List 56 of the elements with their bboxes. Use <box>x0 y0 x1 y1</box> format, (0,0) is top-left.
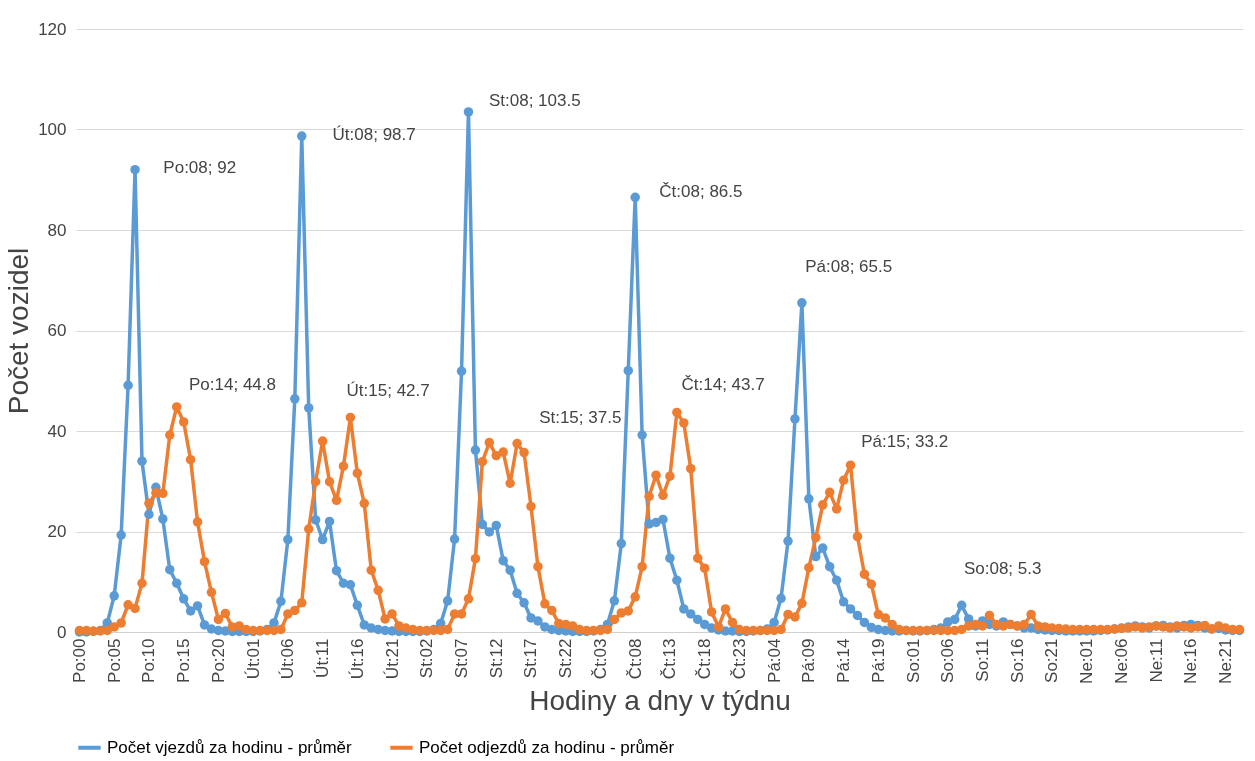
x-tick-label: Čt:18 <box>695 638 715 680</box>
x-tick-label: So:16 <box>1007 638 1027 683</box>
annotation: Pá:15; 33.2 <box>861 432 949 452</box>
x-tick-label: Ne:21 <box>1216 638 1236 684</box>
x-tick-label: Út:21 <box>382 638 402 680</box>
x-tick-label: So:21 <box>1042 638 1062 683</box>
annotation: Po:08; 92 <box>163 157 237 177</box>
x-tick-label: St:07 <box>452 638 472 679</box>
annotation: Čt:08; 86.5 <box>659 181 743 201</box>
x-tick-label: Ne:06 <box>1111 638 1131 684</box>
x-tick-label: Út:11 <box>313 638 333 678</box>
x-tick-label: Ne:01 <box>1077 638 1097 684</box>
x-tick-label: Po:20 <box>208 638 228 683</box>
y-tick-label: 80 <box>47 220 67 240</box>
x-tick-label: St:12 <box>486 638 506 679</box>
x-tick-label: Út:01 <box>243 638 263 680</box>
x-tick-label: Čt:03 <box>590 638 610 680</box>
annotation: Pá:08; 65.5 <box>805 257 893 277</box>
y-tick-label: 0 <box>57 622 67 642</box>
x-tick-label: So:11 <box>973 638 993 682</box>
legend-label: Počet odjezdů za hodinu - průměr <box>419 737 675 757</box>
x-axis-title: Hodiny a dny v týdnu <box>529 684 791 716</box>
y-tick-label: 100 <box>38 120 67 139</box>
x-tick-label: St:02 <box>417 638 437 679</box>
x-tick-label: So:01 <box>903 638 923 683</box>
x-tick-label: Út:06 <box>278 638 298 680</box>
x-tick-label: Ne:16 <box>1181 638 1201 684</box>
x-tick-label: Pá:09 <box>799 638 819 683</box>
x-tick-label: Čt:23 <box>729 638 749 680</box>
x-tick-label: So:06 <box>938 638 958 683</box>
x-tick-label: Pá:14 <box>834 638 854 683</box>
x-tick-label: Po:10 <box>139 638 159 683</box>
x-tick-label: Čt:08 <box>625 638 645 680</box>
annotation: Čt:14; 43.7 <box>681 374 765 394</box>
annotation: Út:15; 42.7 <box>346 380 430 400</box>
x-tick-label: Po:15 <box>174 638 194 683</box>
annotation: So:08; 5.3 <box>963 558 1042 578</box>
annotation: Po:14; 44.8 <box>189 374 276 394</box>
x-tick-label: Pá:04 <box>764 638 784 683</box>
x-tick-label: Út:16 <box>347 638 367 680</box>
y-tick-label: 120 <box>38 19 67 39</box>
x-tick-label: Ne:11 <box>1146 638 1166 683</box>
annotation: St:15; 37.5 <box>539 407 622 427</box>
x-tick-label: St:22 <box>556 638 576 679</box>
y-axis-title: Počet vozidel <box>3 247 35 415</box>
annotation: St:08; 103.5 <box>488 91 581 111</box>
x-tick-label: Po:00 <box>69 638 89 683</box>
x-tick-label: Pá:19 <box>868 638 888 683</box>
y-tick-label: 60 <box>47 321 67 340</box>
x-tick-label: Po:05 <box>104 638 124 683</box>
y-tick-label: 40 <box>47 421 67 441</box>
y-tick-label: 20 <box>47 522 67 541</box>
legend-label: Počet vjezdů za hodinu - průměr <box>107 737 353 757</box>
x-tick-label: Čt:13 <box>660 638 680 680</box>
annotation: Út:08; 98.7 <box>332 124 416 144</box>
x-tick-label: St:17 <box>521 638 541 679</box>
